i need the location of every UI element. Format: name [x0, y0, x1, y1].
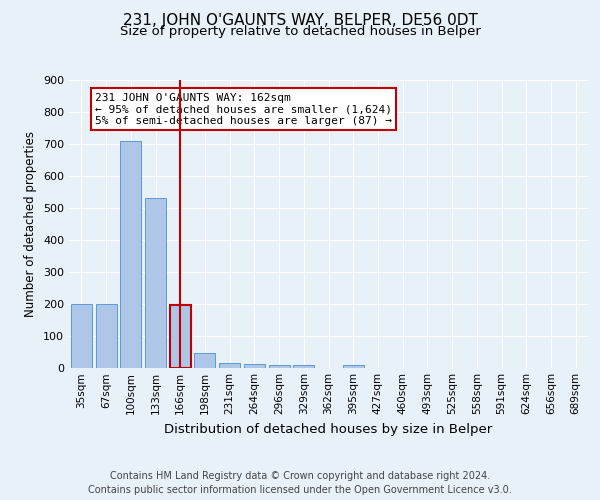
Text: Contains HM Land Registry data © Crown copyright and database right 2024.
Contai: Contains HM Land Registry data © Crown c…	[88, 471, 512, 495]
Bar	[293, 366, 314, 368]
Bar	[343, 365, 364, 368]
Bar	[95, 304, 116, 368]
Text: Size of property relative to detached houses in Belper: Size of property relative to detached ho…	[119, 25, 481, 38]
Bar	[244, 364, 265, 368]
Bar	[120, 140, 141, 368]
Bar	[269, 365, 290, 368]
Bar	[170, 305, 191, 368]
Y-axis label: Number of detached properties: Number of detached properties	[25, 130, 37, 317]
Bar	[219, 362, 240, 368]
Bar	[194, 353, 215, 368]
Text: 231 JOHN O'GAUNTS WAY: 162sqm
← 95% of detached houses are smaller (1,624)
5% of: 231 JOHN O'GAUNTS WAY: 162sqm ← 95% of d…	[95, 93, 392, 126]
Bar	[145, 198, 166, 368]
Text: 231, JOHN O'GAUNTS WAY, BELPER, DE56 0DT: 231, JOHN O'GAUNTS WAY, BELPER, DE56 0DT	[122, 12, 478, 28]
Bar	[71, 304, 92, 368]
X-axis label: Distribution of detached houses by size in Belper: Distribution of detached houses by size …	[164, 423, 493, 436]
